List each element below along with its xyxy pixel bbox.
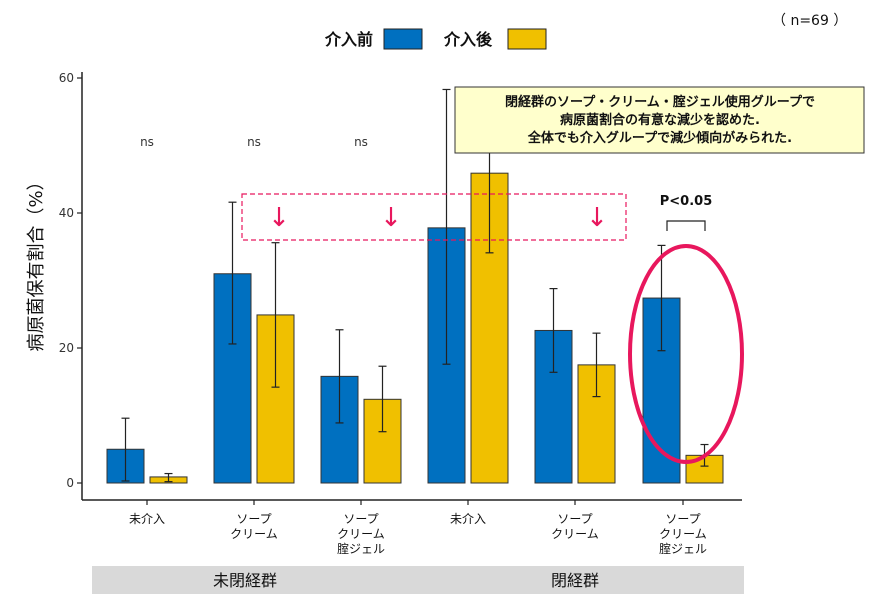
note-line-3: 全体でも介入グループで減少傾向がみられた. — [527, 130, 792, 146]
ns-labels: ns ns ns — [140, 135, 368, 149]
sample-size-label: （ n=69 ） — [772, 13, 847, 29]
group-band — [92, 566, 744, 594]
legend-swatch-after — [507, 28, 547, 50]
down-arrow-icon: ↓ — [268, 203, 290, 233]
y-tick-label: 0 — [66, 476, 74, 490]
y-tick-label: 20 — [59, 341, 74, 355]
trend-highlight-box — [241, 193, 627, 241]
ns-label: ns — [354, 135, 368, 149]
category-label: ソープ — [557, 512, 592, 526]
group-label-premenopausal: 未閉経群 — [213, 571, 277, 590]
category-label: ソープ — [665, 512, 700, 526]
y-ticks: 0 20 40 60 — [59, 71, 82, 490]
significance-bracket — [666, 220, 706, 231]
ns-label: ns — [247, 135, 261, 149]
y-axis-title: 病原菌保有割合（%） — [26, 172, 47, 351]
y-tick-label: 60 — [59, 71, 74, 85]
down-arrow-icon: ↓ — [586, 203, 608, 233]
category-label: ソープ — [343, 512, 378, 526]
category-label: 腟ジェル — [337, 541, 385, 556]
category-label: クリーム — [659, 527, 707, 541]
legend-label-before: 介入前 — [324, 30, 373, 49]
category-label: 腟ジェル — [659, 541, 707, 556]
group-label-postmenopausal: 閉経群 — [551, 571, 599, 590]
down-arrow-icon: ↓ — [380, 203, 402, 233]
legend-swatch-before — [383, 28, 423, 50]
highlight-ellipse — [628, 244, 744, 464]
category-label: クリーム — [551, 527, 599, 541]
category-label: ソープ — [236, 512, 271, 526]
note-box-background — [454, 86, 865, 154]
note-line-2: 病原菌割合の有意な減少を認めた. — [560, 112, 760, 128]
significance-label: P<0.05 — [660, 194, 713, 209]
category-label: クリーム — [337, 527, 385, 541]
category-label: 未介入 — [450, 512, 486, 526]
note-box: 閉経群のソープ・クリーム・腟ジェル使用グループで 病原菌割合の有意な減少を認めた… — [454, 86, 865, 154]
ns-label: ns — [140, 135, 154, 149]
decrease-arrows: ↓ ↓ ↓ — [268, 203, 608, 233]
note-line-1: 閉経群のソープ・クリーム・腟ジェル使用グループで — [505, 94, 815, 110]
legend-label-after: 介入後 — [443, 30, 493, 49]
category-label: クリーム — [230, 527, 278, 541]
y-tick-label: 40 — [59, 206, 74, 220]
category-label: 未介入 — [129, 512, 165, 526]
legend: 介入前 介入後 — [324, 28, 547, 50]
